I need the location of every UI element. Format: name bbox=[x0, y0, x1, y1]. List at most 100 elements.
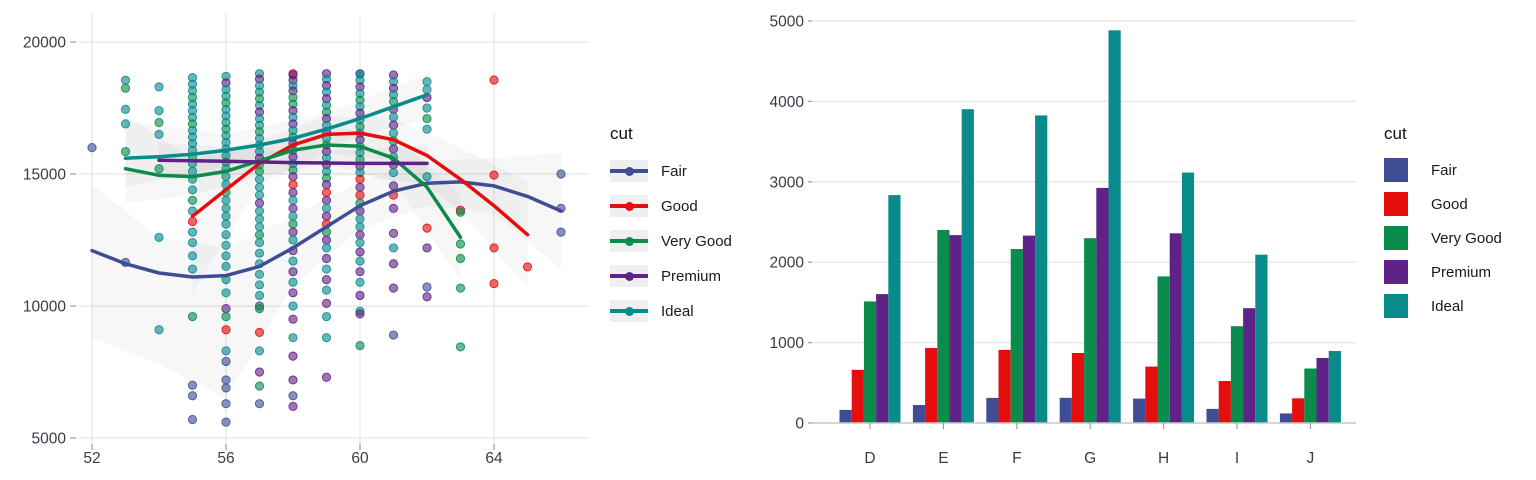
data-point bbox=[254, 238, 265, 248]
data-point bbox=[388, 259, 399, 269]
y-tick-label: 1000 bbox=[770, 335, 805, 352]
smooth-line bbox=[90, 180, 563, 279]
confidence-band bbox=[125, 73, 427, 188]
data-point bbox=[288, 391, 298, 401]
data-point bbox=[187, 311, 198, 322]
bar-fair bbox=[1059, 397, 1072, 423]
scatter-column bbox=[522, 262, 533, 272]
legend-label: Very Good bbox=[661, 232, 732, 250]
data-point bbox=[321, 298, 332, 308]
bar-group-E bbox=[912, 109, 974, 423]
smooth-line bbox=[190, 131, 530, 237]
data-point bbox=[187, 227, 198, 237]
scatter-column bbox=[221, 71, 231, 427]
bar-ideal bbox=[961, 109, 974, 423]
data-point bbox=[288, 195, 298, 205]
data-point bbox=[288, 235, 298, 245]
legend-item-very-good: Very Good bbox=[610, 230, 732, 252]
scatter-column bbox=[489, 75, 499, 289]
data-point bbox=[187, 251, 198, 261]
data-point bbox=[254, 190, 265, 200]
data-point bbox=[254, 198, 265, 208]
data-point bbox=[288, 401, 298, 411]
data-point bbox=[288, 256, 298, 266]
legend-key-swatch bbox=[1384, 260, 1408, 284]
data-point bbox=[489, 75, 499, 85]
data-point bbox=[221, 240, 231, 250]
bar-good bbox=[851, 369, 864, 423]
bar-fair bbox=[912, 405, 926, 423]
data-point bbox=[221, 230, 231, 240]
smooth-line bbox=[123, 93, 429, 160]
bar-good bbox=[925, 348, 938, 423]
data-point bbox=[221, 195, 231, 205]
data-point bbox=[321, 211, 332, 221]
data-point bbox=[254, 230, 265, 240]
bar-premium bbox=[1096, 187, 1109, 423]
data-point bbox=[221, 261, 231, 271]
data-point bbox=[388, 283, 399, 293]
data-point bbox=[422, 103, 432, 113]
bar-very-good bbox=[1230, 326, 1244, 423]
bar-ideal bbox=[1035, 115, 1048, 424]
data-point bbox=[288, 179, 298, 190]
data-point bbox=[221, 325, 231, 335]
data-point bbox=[321, 195, 332, 205]
data-point bbox=[221, 251, 231, 261]
data-point bbox=[288, 172, 298, 182]
data-point bbox=[355, 267, 365, 277]
data-point bbox=[254, 327, 265, 337]
data-point bbox=[321, 285, 332, 295]
legend-key-swatch bbox=[1384, 192, 1408, 216]
data-point bbox=[221, 356, 231, 367]
scatter-column bbox=[288, 69, 298, 411]
x-tick-label: G bbox=[1084, 450, 1096, 467]
data-point bbox=[254, 346, 265, 356]
legend-key-dot bbox=[624, 166, 634, 176]
y-tick-label: 5000 bbox=[32, 431, 67, 448]
bar-group-F bbox=[986, 115, 1048, 424]
data-point bbox=[221, 417, 231, 427]
data-point bbox=[254, 174, 265, 184]
data-point bbox=[321, 372, 332, 382]
legend-item-fair: Fair bbox=[1384, 158, 1502, 182]
data-point bbox=[422, 282, 432, 292]
data-point bbox=[388, 120, 399, 130]
legend-label: Very Good bbox=[1431, 229, 1502, 247]
bar-premium bbox=[949, 235, 962, 423]
legend-key-swatch bbox=[1384, 294, 1408, 318]
data-point bbox=[221, 219, 231, 229]
x-tick-label: D bbox=[864, 450, 875, 467]
legend-item-ideal: Ideal bbox=[1384, 294, 1502, 318]
data-point bbox=[154, 82, 164, 92]
data-point bbox=[254, 399, 265, 409]
data-point bbox=[221, 203, 231, 213]
legend-label: Fair bbox=[1431, 161, 1457, 179]
bar-group-G bbox=[1059, 30, 1121, 424]
x-tick-label: H bbox=[1158, 450, 1169, 467]
bar-ideal bbox=[1255, 254, 1268, 423]
bar-legend: cut Fair Good Very Good Premium Ideal bbox=[1384, 122, 1502, 318]
data-point bbox=[489, 170, 499, 180]
scatter-legend: cut Fair Good Very Good Premium Ideal bbox=[610, 122, 732, 322]
data-point bbox=[355, 182, 365, 192]
data-point bbox=[254, 166, 265, 176]
data-point bbox=[288, 301, 298, 311]
data-point bbox=[355, 256, 365, 266]
data-point bbox=[254, 214, 265, 224]
legend-label: Premium bbox=[1431, 263, 1492, 281]
data-point bbox=[455, 253, 466, 264]
data-point bbox=[321, 243, 332, 253]
data-point bbox=[422, 292, 432, 302]
data-point bbox=[288, 187, 298, 198]
data-point bbox=[355, 222, 365, 232]
data-point bbox=[288, 211, 298, 221]
bar-ideal bbox=[888, 195, 901, 423]
bar-very-good bbox=[1157, 276, 1170, 423]
data-point bbox=[221, 399, 231, 409]
data-point bbox=[489, 243, 499, 253]
bar-ideal bbox=[1108, 30, 1121, 424]
y-tick-label: 4000 bbox=[770, 94, 805, 111]
y-tick-label: 10000 bbox=[23, 299, 66, 316]
data-point bbox=[254, 269, 265, 279]
